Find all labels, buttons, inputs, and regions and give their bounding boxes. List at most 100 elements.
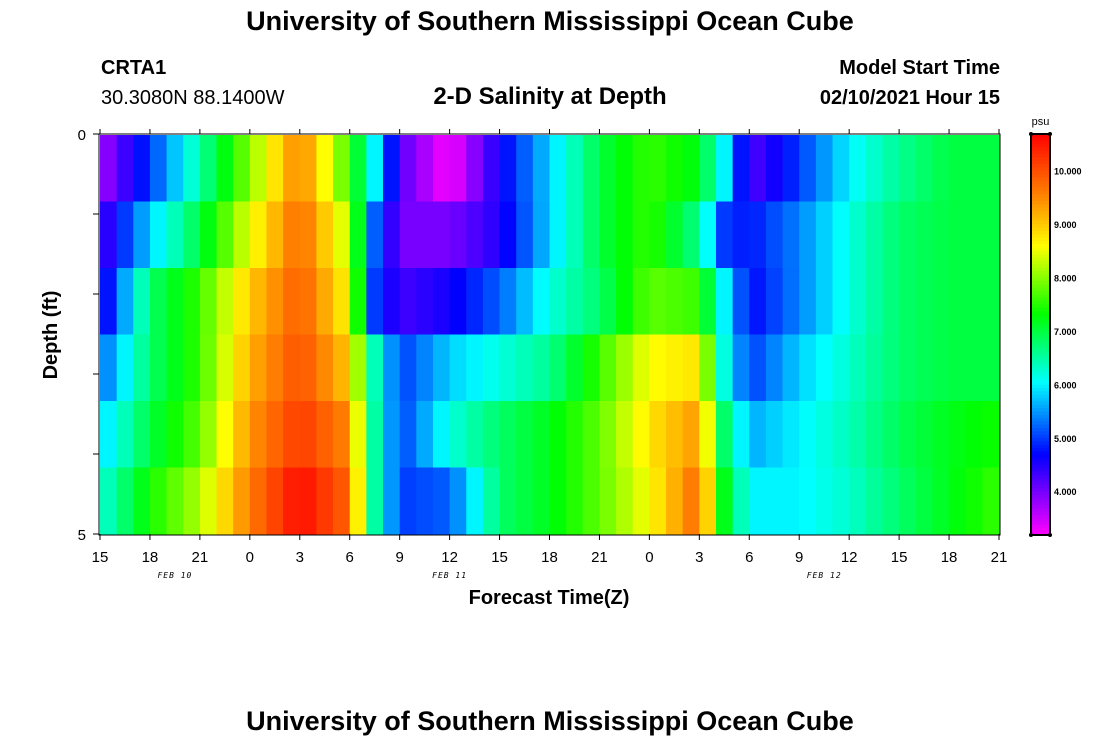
- heat-cell: [432, 268, 451, 336]
- heat-cell: [566, 135, 584, 203]
- heat-cell: [249, 467, 268, 535]
- colorbar-swatch: [1031, 501, 1050, 506]
- footer-title: University of Southern Mississippi Ocean…: [246, 706, 854, 736]
- colorbar-swatch: [1031, 294, 1050, 299]
- colorbar-swatch: [1031, 140, 1050, 145]
- heat-cell: [399, 334, 417, 402]
- heat-cell: [649, 135, 667, 203]
- heat-cell: [865, 334, 884, 402]
- heat-cell: [516, 401, 534, 469]
- heat-cell: [399, 201, 417, 269]
- heat-cell: [699, 201, 717, 269]
- colorbar-swatch: [1031, 207, 1050, 212]
- heat-cell: [183, 268, 201, 336]
- heat-cell: [283, 135, 301, 203]
- colorbar-swatch: [1031, 508, 1050, 513]
- colorbar-swatch: [1031, 484, 1050, 489]
- heat-cell: [949, 268, 967, 336]
- heat-cell: [715, 268, 734, 336]
- heat-cell: [482, 135, 501, 203]
- colorbar-swatch: [1031, 247, 1050, 252]
- heat-cell: [482, 467, 501, 535]
- heat-cell: [965, 467, 983, 535]
- heat-cell: [383, 135, 401, 203]
- colorbar-swatch: [1031, 134, 1050, 138]
- heat-cell: [815, 334, 834, 402]
- heat-cell: [466, 334, 484, 402]
- heat-cell: [765, 467, 784, 535]
- colorbar-swatch: [1031, 464, 1050, 469]
- heat-cell: [283, 401, 301, 469]
- heat-cell: [449, 467, 467, 535]
- colorbar-swatch: [1031, 347, 1050, 352]
- model-start-label: Model Start Time: [839, 57, 1000, 79]
- heat-cell: [832, 135, 850, 203]
- heat-cell: [699, 334, 717, 402]
- colorbar-swatch: [1031, 381, 1050, 386]
- heat-cell: [166, 467, 184, 535]
- colorbar-swatch: [1031, 157, 1050, 162]
- heat-cell: [133, 334, 151, 402]
- colorbar-swatch: [1031, 260, 1050, 265]
- heat-cell: [765, 401, 784, 469]
- heat-cell: [316, 201, 334, 269]
- heat-cell: [283, 467, 301, 535]
- colorbar-swatch: [1031, 461, 1050, 466]
- heat-cell: [299, 334, 318, 402]
- heat-cell: [366, 135, 384, 203]
- heat-cell: [616, 201, 634, 269]
- heat-cell: [549, 401, 567, 469]
- colorbar-swatch: [1031, 311, 1050, 316]
- heatmap-cells: [100, 135, 1000, 535]
- colorbar-tick-label: 7.000: [1054, 327, 1077, 337]
- heat-cell: [249, 401, 268, 469]
- heat-cell: [183, 201, 201, 269]
- heat-cell: [449, 268, 467, 336]
- heat-cell: [116, 401, 134, 469]
- heat-cell: [882, 334, 900, 402]
- heat-cell: [166, 135, 184, 203]
- heat-cell: [749, 268, 767, 336]
- colorbar-swatch: [1031, 514, 1050, 519]
- colorbar-swatch: [1031, 418, 1050, 422]
- heat-cell: [166, 334, 184, 402]
- heat-cell: [815, 467, 834, 535]
- heat-cell: [715, 135, 734, 203]
- colorbar-swatch: [1031, 147, 1050, 152]
- colorbar-swatch: [1031, 187, 1050, 192]
- x-date-label: FEB 10: [157, 571, 192, 580]
- heat-cell: [799, 268, 817, 336]
- colorbar-swatch: [1031, 284, 1050, 289]
- x-date-label: FEB 11: [432, 571, 467, 580]
- colorbar-swatch: [1031, 190, 1050, 195]
- colorbar-tick-label: 9.000: [1054, 220, 1077, 230]
- heat-cell: [882, 201, 900, 269]
- heat-cell: [183, 401, 201, 469]
- heat-cell: [133, 467, 151, 535]
- heat-cell: [865, 401, 884, 469]
- heat-cell: [283, 201, 301, 269]
- colorbar-swatch: [1031, 217, 1050, 222]
- heat-cell: [799, 334, 817, 402]
- heat-cell: [266, 334, 284, 402]
- heat-cell: [932, 334, 950, 402]
- heat-cell: [782, 135, 800, 203]
- colorbar-swatch: [1031, 468, 1050, 473]
- colorbar-swatch: [1031, 524, 1050, 529]
- heat-cell: [383, 268, 401, 336]
- colorbar-swatch: [1031, 421, 1050, 426]
- heat-cell: [682, 268, 700, 336]
- colorbar-swatch: [1031, 491, 1050, 496]
- heat-cell: [815, 135, 834, 203]
- colorbar-swatch: [1031, 317, 1050, 322]
- heat-cell: [549, 268, 567, 336]
- colorbar-swatch: [1031, 254, 1050, 259]
- heat-cell: [432, 334, 451, 402]
- heat-cell: [482, 401, 501, 469]
- colorbar-swatch: [1031, 344, 1050, 349]
- colorbar-corner-dot: [1048, 132, 1052, 136]
- heat-cell: [133, 201, 151, 269]
- heat-cell: [865, 201, 884, 269]
- heat-cell: [649, 401, 667, 469]
